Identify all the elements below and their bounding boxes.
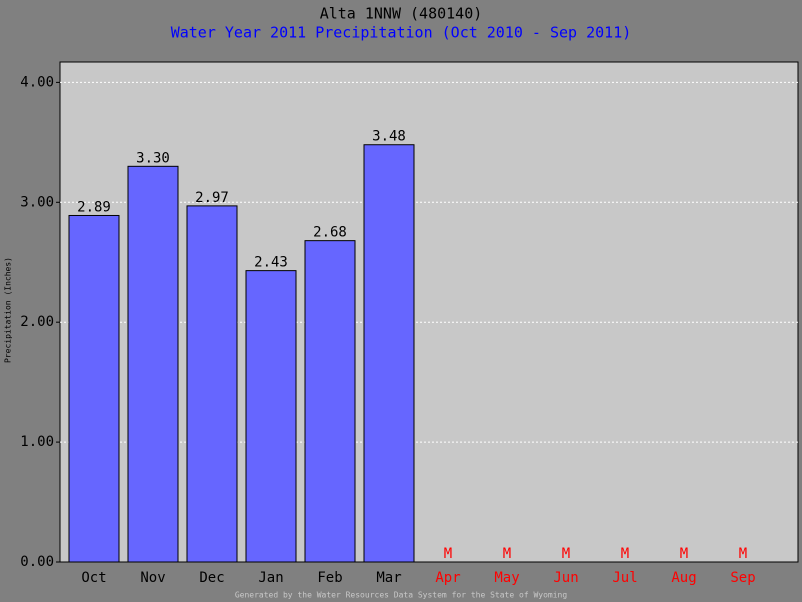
plot-area: [59, 61, 799, 563]
y-tick-label: 0.00: [20, 554, 54, 570]
x-tick-label: Feb: [317, 570, 342, 586]
bar: [245, 270, 297, 563]
x-tick-label: Jan: [258, 570, 283, 586]
value-label: M: [621, 546, 629, 562]
value-label: 2.89: [77, 199, 111, 215]
bar: [186, 205, 238, 563]
value-label: 2.43: [254, 255, 288, 271]
x-tick-label: Apr: [435, 570, 460, 586]
y-tick-label: 2.00: [20, 314, 54, 330]
x-tick-label: Oct: [81, 570, 106, 586]
value-label: M: [562, 546, 570, 562]
value-label: M: [680, 546, 688, 562]
value-label: M: [503, 546, 511, 562]
x-tick-label: Nov: [140, 570, 165, 586]
bar: [127, 165, 179, 563]
value-label: M: [739, 546, 747, 562]
chart-title: Alta 1NNW (480140): [320, 5, 483, 23]
footer: Generated by the Water Resources Data Sy…: [235, 591, 568, 600]
x-tick-label: Aug: [671, 570, 696, 586]
x-tick-label: Jun: [553, 570, 578, 586]
bar: [68, 214, 120, 563]
value-label: 3.30: [136, 150, 170, 166]
value-label: 3.48: [372, 129, 406, 145]
y-tick-label: 1.00: [20, 434, 54, 450]
x-tick-label: May: [494, 570, 519, 586]
value-label: 2.97: [195, 190, 229, 206]
bar: [363, 144, 415, 563]
x-tick-label: Sep: [730, 570, 755, 586]
y-tick-label: 4.00: [20, 74, 54, 90]
x-tick-label: Dec: [199, 570, 224, 586]
y-tick-label: 3.00: [20, 194, 54, 210]
y-axis-label: Precipitation (Inches): [4, 257, 13, 363]
value-label: 2.68: [313, 225, 347, 241]
bar: [304, 240, 356, 563]
chart-subtitle: Water Year 2011 Precipitation (Oct 2010 …: [171, 24, 632, 42]
value-label: M: [444, 546, 452, 562]
x-tick-label: Jul: [612, 570, 637, 586]
x-tick-label: Mar: [376, 570, 401, 586]
